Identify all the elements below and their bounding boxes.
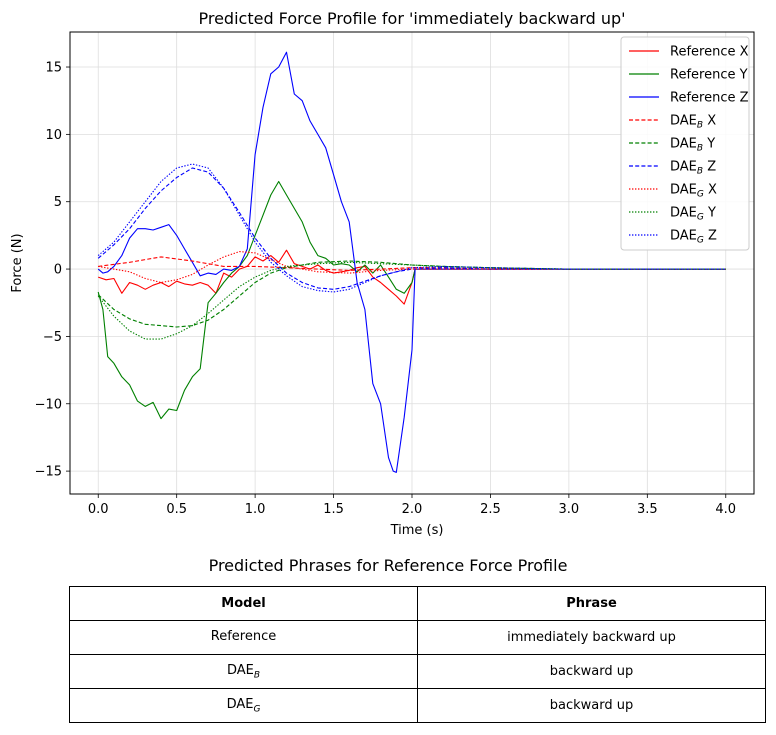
x-tick-label: 1.5 bbox=[323, 502, 344, 517]
series-line bbox=[97, 180, 726, 420]
legend-label-subscript: B bbox=[697, 167, 703, 177]
legend-label-base: Reference Y bbox=[670, 68, 748, 83]
table-row: DAEG backward up bbox=[69, 688, 766, 723]
legend-label-subscript: B bbox=[697, 121, 703, 131]
legend-label: DAEB X bbox=[670, 114, 716, 131]
header-model: Model bbox=[69, 586, 418, 621]
legend-label: Reference Y bbox=[670, 68, 748, 83]
table-row: DAEB backward up bbox=[69, 654, 766, 689]
phrase-cell: backward up bbox=[417, 688, 766, 723]
legend-label: Reference X bbox=[670, 45, 749, 60]
y-tick-label: −5 bbox=[43, 330, 62, 345]
table-header-row: Model Phrase bbox=[69, 586, 766, 621]
y-tick-label: 15 bbox=[45, 61, 62, 76]
model-name: DAE bbox=[226, 696, 254, 712]
series-line bbox=[98, 251, 726, 284]
y-tick-label: −15 bbox=[35, 465, 62, 480]
series-line bbox=[97, 261, 726, 340]
legend-label-suffix: Z bbox=[704, 229, 717, 244]
table-row: Reference immediately backward up bbox=[69, 620, 766, 655]
legend-label-base: DAE bbox=[670, 206, 697, 221]
x-tick-label: 3.0 bbox=[559, 502, 580, 517]
legend-label-subscript: G bbox=[697, 236, 704, 246]
x-tick-label: 1.0 bbox=[245, 502, 266, 517]
model-cell: Reference bbox=[69, 620, 418, 655]
legend-label-subscript: B bbox=[697, 144, 703, 154]
legend-label: DAEG X bbox=[670, 183, 717, 200]
legend-label: Reference Z bbox=[670, 91, 749, 106]
legend-label-subscript: G bbox=[697, 190, 704, 200]
legend-label-base: DAE bbox=[670, 183, 697, 198]
chart-title: Predicted Force Profile for 'immediately… bbox=[198, 9, 625, 28]
series-line bbox=[97, 167, 726, 290]
series-lines bbox=[97, 51, 726, 473]
legend-label-base: DAE bbox=[670, 229, 697, 244]
legend-label-subscript: G bbox=[697, 213, 704, 223]
y-tick-label: 10 bbox=[45, 128, 62, 143]
model-name: Reference bbox=[210, 628, 277, 644]
legend-label-suffix: X bbox=[704, 183, 717, 198]
x-tick-label: 3.5 bbox=[637, 502, 658, 517]
x-tick-label: 2.0 bbox=[402, 502, 423, 517]
series-line bbox=[97, 51, 726, 473]
legend-label-suffix: X bbox=[703, 114, 716, 129]
legend-label-base: Reference Z bbox=[670, 91, 749, 106]
table-title: Predicted Phrases for Reference Force Pr… bbox=[208, 556, 568, 575]
x-axis-ticks: 0.0 0.5 1.0 1.5 2.0 2.5 3.0 3.5 4.0 bbox=[88, 494, 736, 517]
legend-label-base: DAE bbox=[670, 114, 697, 129]
x-tick-label: 0.5 bbox=[166, 502, 187, 517]
legend-label: DAEG Z bbox=[670, 229, 717, 246]
legend-label: DAEG Y bbox=[670, 206, 716, 223]
y-axis-ticks: −15 −10 −5 0 5 10 15 bbox=[35, 61, 70, 480]
phrases-table: Model Phrase Reference immediately backw… bbox=[69, 586, 766, 723]
legend-label: DAEB Z bbox=[670, 160, 716, 177]
legend-label-suffix: Y bbox=[704, 206, 716, 221]
model-subscript: B bbox=[253, 670, 261, 681]
y-axis-label: Force (N) bbox=[10, 233, 25, 292]
header-phrase: Phrase bbox=[417, 586, 766, 621]
phrase-cell: immediately backward up bbox=[417, 620, 766, 655]
x-tick-label: 4.0 bbox=[715, 502, 736, 517]
model-subscript: G bbox=[253, 704, 261, 715]
legend-label-base: DAE bbox=[670, 137, 697, 152]
y-tick-label: 5 bbox=[54, 195, 62, 210]
x-tick-label: 2.5 bbox=[480, 502, 501, 517]
force-profile-chart: 0.0 0.5 1.0 1.5 2.0 2.5 3.0 3.5 4.0 −15 −10 −5 0 5 10… bbox=[10, 9, 755, 538]
legend-label-base: DAE bbox=[670, 160, 697, 175]
model-name: DAE bbox=[226, 662, 254, 678]
series-line bbox=[98, 256, 726, 271]
series-line bbox=[97, 163, 726, 293]
model-cell: DAEG bbox=[69, 688, 418, 723]
legend-label-base: Reference X bbox=[670, 45, 749, 60]
phrase-cell: backward up bbox=[417, 654, 766, 689]
legend-label-suffix: Y bbox=[703, 137, 715, 152]
series-line bbox=[97, 260, 726, 328]
y-tick-label: −10 bbox=[35, 397, 62, 412]
x-tick-label: 0.0 bbox=[88, 502, 109, 517]
series-line bbox=[98, 249, 726, 305]
model-cell: DAEB bbox=[69, 654, 418, 689]
legend-frame bbox=[620, 36, 750, 251]
legend-label-suffix: Z bbox=[703, 160, 716, 175]
legend-label: DAEB Y bbox=[670, 137, 715, 154]
x-axis-label: Time (s) bbox=[390, 523, 444, 538]
y-tick-label: 0 bbox=[54, 263, 62, 278]
